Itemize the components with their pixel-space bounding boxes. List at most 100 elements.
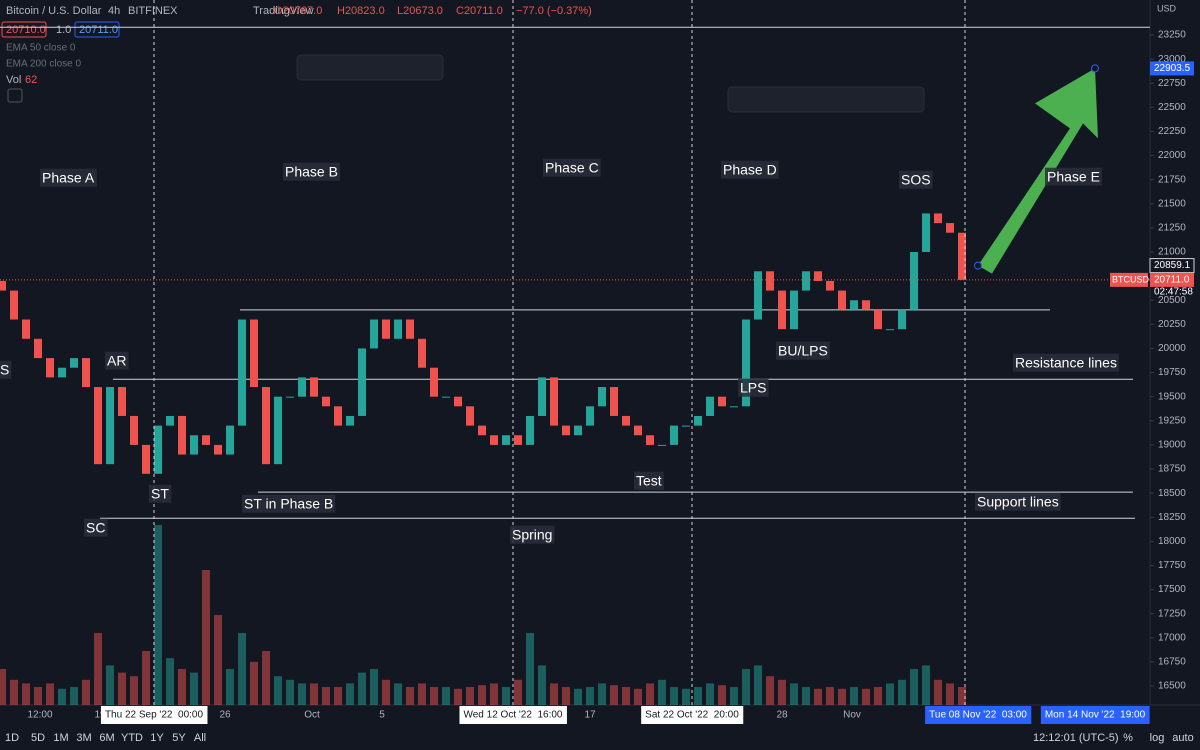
- candle: [538, 377, 546, 416]
- candle: [430, 367, 438, 397]
- scale-option[interactable]: log: [1150, 732, 1165, 744]
- range-button[interactable]: YTD: [121, 732, 143, 744]
- candle: [238, 319, 246, 426]
- annotation-bg: [105, 351, 129, 370]
- price-label: 20859.1: [1154, 260, 1191, 271]
- volume-bar: [430, 687, 438, 705]
- range-button[interactable]: 5Y: [172, 732, 186, 744]
- volume-bar: [286, 679, 294, 705]
- candle: [106, 387, 114, 465]
- candle: [562, 425, 570, 436]
- object-toolbar[interactable]: [727, 86, 925, 113]
- time-marker-bg: [459, 706, 567, 724]
- candle: [190, 435, 198, 455]
- range-button[interactable]: All: [194, 732, 206, 744]
- time-marker: Thu 22 Sep '22 00:00: [105, 710, 204, 721]
- candle: [694, 415, 702, 426]
- candle: [58, 367, 66, 378]
- arrow: [978, 68, 1098, 274]
- volume-bar: [358, 672, 366, 705]
- candle: [718, 396, 726, 407]
- candle: [898, 309, 906, 330]
- candle: [406, 319, 414, 339]
- annotation: ST in Phase B: [244, 496, 333, 512]
- volume-bar: [262, 651, 270, 705]
- range-button[interactable]: 6M: [99, 732, 114, 744]
- ticker: BTCUSD: [1112, 274, 1150, 284]
- volume-bar: [826, 687, 834, 705]
- volume-bar: [322, 687, 330, 705]
- volume-bar: [658, 679, 666, 705]
- candle: [550, 377, 558, 426]
- arrow-handle[interactable]: [1091, 64, 1099, 73]
- x-tick-label: 5: [379, 710, 385, 721]
- range-button[interactable]: 3M: [76, 732, 91, 744]
- candle: [490, 435, 498, 445]
- volume-bar: [454, 688, 462, 705]
- candle: [178, 415, 186, 455]
- volume-bar: [526, 633, 534, 705]
- annotation-bg: [149, 484, 172, 503]
- volume-bar: [46, 683, 54, 705]
- annotation: Support lines: [977, 494, 1059, 510]
- bid-box: [1, 21, 47, 38]
- annotation-bg: [1013, 353, 1119, 372]
- header-text: TradingView: [253, 5, 314, 17]
- candle: [394, 319, 402, 339]
- ohlc-value: C20711.0: [456, 5, 503, 17]
- volume-bar: [250, 661, 258, 705]
- range-button[interactable]: 1M: [53, 732, 68, 744]
- range-button[interactable]: 5D: [31, 732, 45, 744]
- volume-bar: [94, 633, 102, 705]
- y-tick-label: 22250: [1158, 126, 1186, 137]
- volume-bar: [82, 679, 90, 705]
- volume-bar: [646, 683, 654, 705]
- y-tick-label: 18750: [1158, 464, 1186, 475]
- annotation-bg: [242, 494, 336, 513]
- candle: [838, 290, 846, 310]
- scale-option[interactable]: auto: [1172, 732, 1193, 744]
- annotation: BU/LPS: [778, 343, 828, 359]
- candle: [934, 213, 942, 224]
- candle: [34, 338, 42, 359]
- annotation-bg: [721, 160, 779, 179]
- drawing-toolbar[interactable]: [296, 54, 444, 81]
- annotation-bg: [899, 170, 933, 189]
- annotation-bg: [0, 360, 12, 379]
- range-button[interactable]: 1D: [5, 732, 19, 744]
- volume-bar: [838, 688, 846, 705]
- x-tick-label: 12:00: [27, 710, 52, 721]
- candle: [502, 435, 510, 445]
- scale-option[interactable]: %: [1123, 732, 1133, 744]
- candle: [526, 415, 534, 445]
- candle: [514, 435, 522, 445]
- annotation: Phase B: [285, 164, 338, 180]
- candle: [790, 290, 798, 330]
- candle: [958, 232, 966, 280]
- range-button[interactable]: 1Y: [150, 732, 164, 744]
- ask-box: [74, 21, 120, 38]
- y-tick-label: 19000: [1158, 440, 1186, 451]
- y-tick-label: 19500: [1158, 391, 1186, 402]
- volume-bar: [490, 683, 498, 705]
- ticker-bg: [1110, 272, 1148, 287]
- volume-bar: [478, 685, 486, 705]
- volume-bar: [574, 688, 582, 705]
- y-tick-label: 19750: [1158, 367, 1186, 378]
- annotation-bg: [283, 162, 340, 181]
- price-label-bg: [1149, 258, 1195, 274]
- candle: [466, 406, 474, 426]
- x-tick-label: 28: [776, 710, 788, 721]
- candle: [262, 387, 270, 465]
- annotation: Test: [636, 473, 662, 489]
- volume-bar: [922, 665, 930, 705]
- volume-bar: [850, 687, 858, 705]
- price-label: 22903.5: [1154, 63, 1191, 74]
- candle: [766, 271, 774, 291]
- annotation: SC: [86, 520, 105, 536]
- arrow-handle[interactable]: [974, 261, 982, 270]
- collapse-button[interactable]: [7, 88, 23, 103]
- annotation-bg: [1045, 167, 1102, 186]
- volume-bar: [274, 676, 282, 705]
- volume-bar: [394, 683, 402, 705]
